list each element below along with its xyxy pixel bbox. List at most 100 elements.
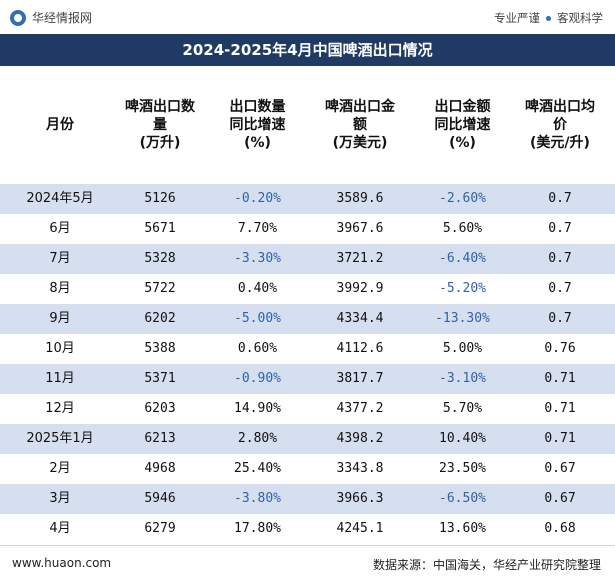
table-row: 9月 6202 -5.00% 4334.4 -13.30% 0.7 bbox=[0, 304, 615, 334]
cell-volume-growth: -0.90% bbox=[234, 371, 281, 386]
cell-avg-price: 0.7 bbox=[548, 311, 572, 326]
top-bar: 华经情报网 专业严谨 客观科学 bbox=[0, 0, 615, 34]
table-row: 2025年1月 6213 2.80% 4398.2 10.40% 0.71 bbox=[0, 424, 615, 454]
cell-export-volume: 6203 bbox=[144, 401, 176, 416]
cell-avg-price: 0.76 bbox=[544, 341, 576, 356]
table-row: 8月 5722 0.40% 3992.9 -5.20% 0.7 bbox=[0, 274, 615, 304]
cell-export-value: 4334.4 bbox=[336, 311, 384, 326]
cell-export-volume: 5126 bbox=[144, 191, 176, 206]
cell-month: 2月 bbox=[49, 461, 71, 476]
cell-export-volume: 5388 bbox=[144, 341, 176, 356]
cell-month: 8月 bbox=[49, 281, 71, 296]
huajing-logo-icon bbox=[10, 9, 26, 26]
cell-value-growth: -5.20% bbox=[439, 281, 486, 296]
cell-value-growth: 5.00% bbox=[442, 341, 483, 356]
tag-professional: 专业严谨 bbox=[494, 11, 540, 25]
cell-export-volume: 5722 bbox=[144, 281, 176, 296]
cell-month: 2025年1月 bbox=[26, 431, 94, 446]
table-row: 12月 6203 14.90% 4377.2 5.70% 0.71 bbox=[0, 394, 615, 424]
cell-avg-price: 0.7 bbox=[548, 191, 572, 206]
cell-export-value: 4398.2 bbox=[336, 431, 384, 446]
cell-volume-growth: 17.80% bbox=[234, 521, 281, 536]
cell-export-value: 4245.1 bbox=[336, 521, 384, 536]
cell-volume-growth: -5.00% bbox=[234, 311, 281, 326]
cell-avg-price: 0.71 bbox=[544, 431, 576, 446]
cell-volume-growth: 2.80% bbox=[237, 431, 278, 446]
table-body: 2024年5月 5126 -0.20% 3589.6 -2.60% 0.7 6月 5671 7.… bbox=[0, 184, 615, 544]
brand[interactable]: 华经情报网 bbox=[10, 9, 92, 26]
table-row: 2024年5月 5126 -0.20% 3589.6 -2.60% 0.7 bbox=[0, 184, 615, 214]
cell-value-growth: -6.50% bbox=[439, 491, 486, 506]
cell-month: 3月 bbox=[49, 491, 71, 506]
cell-avg-price: 0.67 bbox=[544, 491, 576, 506]
cell-export-volume: 5671 bbox=[144, 221, 176, 236]
cell-volume-growth: -3.30% bbox=[234, 251, 281, 266]
cell-value-growth: -13.30% bbox=[435, 311, 490, 326]
cell-avg-price: 0.71 bbox=[544, 371, 576, 386]
cell-volume-growth: -3.80% bbox=[234, 491, 281, 506]
table-row: 11月 5371 -0.90% 3817.7 -3.10% 0.71 bbox=[0, 364, 615, 394]
separator-dot-icon bbox=[546, 15, 551, 21]
footer: www.huaon.com 数据来源：中国海关，华经产业研究院整理 bbox=[0, 545, 615, 581]
cell-volume-growth: 14.90% bbox=[234, 401, 281, 416]
cell-month: 12月 bbox=[45, 401, 75, 416]
table-header: 月份 啤酒出口数 量 (万升) 出口数量 同比增速 (%) 啤酒出口金 额 (万… bbox=[0, 66, 615, 184]
cell-avg-price: 0.71 bbox=[544, 401, 576, 416]
cell-export-volume: 6279 bbox=[144, 521, 176, 536]
cell-export-volume: 4968 bbox=[144, 461, 176, 476]
footer-source: 数据来源：中国海关，华经产业研究院整理 bbox=[372, 558, 601, 572]
table-row: 7月 5328 -3.30% 3721.2 -6.40% 0.7 bbox=[0, 244, 615, 274]
cell-export-volume: 6213 bbox=[144, 431, 176, 446]
table-row: 3月 5946 -3.80% 3966.3 -6.50% 0.67 bbox=[0, 484, 615, 514]
cell-export-value: 3966.3 bbox=[336, 491, 384, 506]
col-header-export-value: 啤酒出口金 额 (万美元) bbox=[325, 99, 395, 151]
table-row: 2月 4968 25.40% 3343.8 23.50% 0.67 bbox=[0, 454, 615, 484]
cell-export-volume: 6202 bbox=[144, 311, 176, 326]
cell-value-growth: -3.10% bbox=[439, 371, 486, 386]
cell-export-value: 3967.6 bbox=[336, 221, 384, 236]
cell-export-value: 3343.8 bbox=[336, 461, 384, 476]
cell-volume-growth: 0.40% bbox=[237, 281, 278, 296]
col-header-avg-price: 啤酒出口均 价 (美元/升) bbox=[525, 99, 595, 151]
cell-avg-price: 0.7 bbox=[548, 281, 572, 296]
cell-export-value: 3721.2 bbox=[336, 251, 384, 266]
cell-volume-growth: 0.60% bbox=[237, 341, 278, 356]
cell-month: 9月 bbox=[49, 311, 71, 326]
cell-export-volume: 5328 bbox=[144, 251, 176, 266]
cell-avg-price: 0.68 bbox=[544, 521, 576, 536]
cell-month: 7月 bbox=[49, 251, 71, 266]
cell-month: 10月 bbox=[45, 341, 75, 356]
cell-value-growth: 23.50% bbox=[439, 461, 486, 476]
col-header-value-growth: 出口金额 同比增速 (%) bbox=[434, 99, 491, 151]
col-header-export-volume: 啤酒出口数 量 (万升) bbox=[125, 99, 195, 151]
cell-value-growth: 5.70% bbox=[442, 401, 483, 416]
cell-export-value: 4112.6 bbox=[336, 341, 384, 356]
tag-objective: 客观科学 bbox=[557, 11, 603, 25]
table-row: 10月 5388 0.60% 4112.6 5.00% 0.76 bbox=[0, 334, 615, 364]
table-row: 4月 6279 17.80% 4245.1 13.60% 0.68 bbox=[0, 514, 615, 544]
cell-export-value: 4377.2 bbox=[336, 401, 384, 416]
cell-month: 2024年5月 bbox=[26, 191, 94, 206]
cell-value-growth: -6.40% bbox=[439, 251, 486, 266]
cell-export-value: 3817.7 bbox=[336, 371, 384, 386]
cell-volume-growth: -0.20% bbox=[234, 191, 281, 206]
cell-avg-price: 0.7 bbox=[548, 251, 572, 266]
cell-avg-price: 0.67 bbox=[544, 461, 576, 476]
cell-month: 4月 bbox=[49, 521, 71, 536]
cell-export-volume: 5371 bbox=[144, 371, 176, 386]
page-title: 2024-2025年4月中国啤酒出口情况 bbox=[0, 34, 615, 66]
cell-month: 6月 bbox=[49, 221, 71, 236]
cell-export-volume: 5946 bbox=[144, 491, 176, 506]
col-header-month: 月份 bbox=[46, 117, 74, 133]
cell-export-value: 3589.6 bbox=[336, 191, 384, 206]
cell-value-growth: -2.60% bbox=[439, 191, 486, 206]
cell-value-growth: 13.60% bbox=[439, 521, 486, 536]
cell-avg-price: 0.7 bbox=[548, 221, 572, 236]
cell-value-growth: 5.60% bbox=[442, 221, 483, 236]
brand-tags: 专业严谨 客观科学 bbox=[494, 10, 603, 26]
cell-volume-growth: 7.70% bbox=[237, 221, 278, 236]
footer-url[interactable]: www.huaon.com bbox=[12, 556, 112, 570]
cell-volume-growth: 25.40% bbox=[234, 461, 281, 476]
col-header-volume-growth: 出口数量 同比增速 (%) bbox=[229, 99, 286, 151]
cell-value-growth: 10.40% bbox=[439, 431, 486, 446]
